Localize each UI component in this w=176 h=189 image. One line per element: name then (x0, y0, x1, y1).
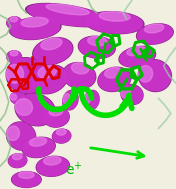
Ellipse shape (137, 24, 173, 44)
Ellipse shape (7, 51, 21, 62)
Ellipse shape (63, 91, 78, 110)
Ellipse shape (99, 68, 130, 91)
Ellipse shape (22, 137, 55, 158)
Ellipse shape (85, 12, 144, 34)
Ellipse shape (7, 122, 36, 150)
Ellipse shape (21, 17, 48, 27)
Ellipse shape (121, 85, 143, 104)
Ellipse shape (105, 67, 122, 78)
Ellipse shape (41, 38, 62, 50)
Ellipse shape (15, 93, 55, 126)
Ellipse shape (121, 84, 143, 105)
Ellipse shape (53, 129, 70, 143)
Ellipse shape (79, 37, 114, 58)
Ellipse shape (56, 129, 66, 135)
Ellipse shape (138, 66, 153, 82)
Ellipse shape (10, 92, 25, 104)
Ellipse shape (10, 51, 18, 56)
Ellipse shape (52, 129, 71, 143)
Ellipse shape (6, 58, 47, 94)
Ellipse shape (10, 94, 17, 100)
Ellipse shape (121, 88, 131, 98)
Ellipse shape (26, 3, 108, 27)
Ellipse shape (98, 67, 131, 91)
Ellipse shape (19, 172, 34, 178)
Ellipse shape (63, 63, 95, 88)
Ellipse shape (99, 12, 130, 21)
Ellipse shape (7, 59, 46, 93)
Ellipse shape (32, 66, 67, 93)
Ellipse shape (63, 63, 96, 89)
Ellipse shape (138, 60, 171, 91)
Ellipse shape (7, 51, 21, 63)
Ellipse shape (43, 107, 69, 127)
Ellipse shape (127, 46, 146, 56)
Ellipse shape (137, 24, 172, 44)
Ellipse shape (34, 38, 72, 64)
Ellipse shape (7, 123, 35, 149)
Ellipse shape (10, 17, 18, 22)
Ellipse shape (86, 12, 143, 33)
Ellipse shape (84, 90, 99, 110)
Ellipse shape (44, 108, 69, 127)
Ellipse shape (8, 154, 27, 168)
Text: e$^{+}$: e$^{+}$ (65, 161, 83, 179)
Ellipse shape (6, 64, 24, 83)
Ellipse shape (29, 137, 47, 146)
Ellipse shape (78, 36, 115, 58)
Ellipse shape (44, 156, 61, 165)
Ellipse shape (33, 38, 73, 64)
Ellipse shape (139, 60, 171, 91)
Ellipse shape (36, 156, 69, 176)
Ellipse shape (12, 172, 40, 187)
Ellipse shape (84, 94, 91, 104)
Ellipse shape (88, 36, 107, 46)
Ellipse shape (15, 99, 33, 115)
Ellipse shape (7, 17, 21, 29)
Ellipse shape (9, 154, 26, 167)
Ellipse shape (7, 17, 21, 28)
Ellipse shape (144, 24, 164, 33)
Ellipse shape (84, 91, 99, 109)
Ellipse shape (11, 18, 60, 39)
Ellipse shape (31, 65, 67, 94)
Ellipse shape (71, 63, 89, 74)
Ellipse shape (120, 47, 155, 67)
Ellipse shape (38, 65, 57, 78)
Ellipse shape (37, 157, 69, 176)
Ellipse shape (23, 138, 54, 157)
Ellipse shape (119, 46, 156, 67)
Ellipse shape (46, 4, 89, 15)
Ellipse shape (63, 91, 78, 109)
Ellipse shape (11, 92, 24, 104)
Ellipse shape (12, 154, 22, 160)
Ellipse shape (63, 94, 70, 104)
Ellipse shape (49, 107, 63, 116)
Ellipse shape (7, 126, 20, 140)
Ellipse shape (16, 94, 54, 125)
Ellipse shape (28, 4, 106, 26)
Ellipse shape (12, 172, 41, 187)
Ellipse shape (9, 17, 61, 40)
